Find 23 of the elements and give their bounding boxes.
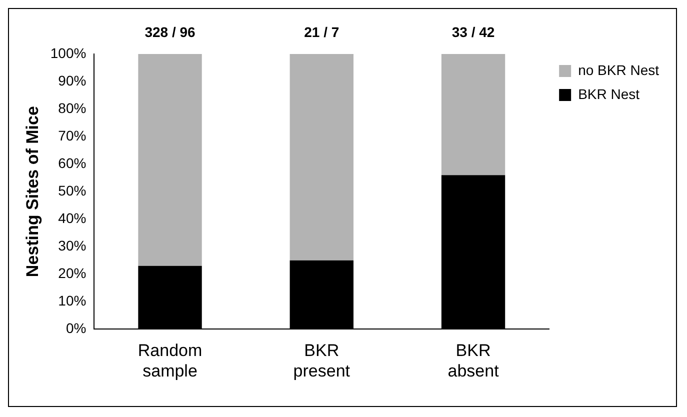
bar <box>290 54 354 260</box>
y-tick-label: 60% <box>58 154 86 171</box>
y-tick-label: 90% <box>58 72 86 88</box>
bar <box>441 54 506 176</box>
y-tick-label: 50% <box>58 182 86 198</box>
y-tick-label: 20% <box>58 265 86 282</box>
y-tick-label: 0% <box>66 320 86 336</box>
y-tick-label: 10% <box>58 292 86 309</box>
annotation: 328 / 96 <box>144 24 196 40</box>
annotation: 21 / 7 <box>304 24 340 40</box>
y-tick-label: 100% <box>50 44 86 61</box>
legend-label: no BKR Nest <box>578 62 660 78</box>
y-tick-label: 70% <box>58 127 86 144</box>
y-axis-title: Nesting Sites of Mice <box>22 106 42 278</box>
x-tick-label: Random sample <box>138 341 202 380</box>
y-tick-label: 30% <box>58 238 86 254</box>
x-tick-label: BKR absent <box>448 341 500 380</box>
y-tick-label: 80% <box>58 100 86 116</box>
x-tick-label: BKR present <box>293 341 350 380</box>
legend-label: BKR Nest <box>578 86 640 102</box>
y-tick-label: 40% <box>58 210 86 226</box>
bar <box>138 54 202 266</box>
annotation: 33 / 42 <box>452 24 495 40</box>
